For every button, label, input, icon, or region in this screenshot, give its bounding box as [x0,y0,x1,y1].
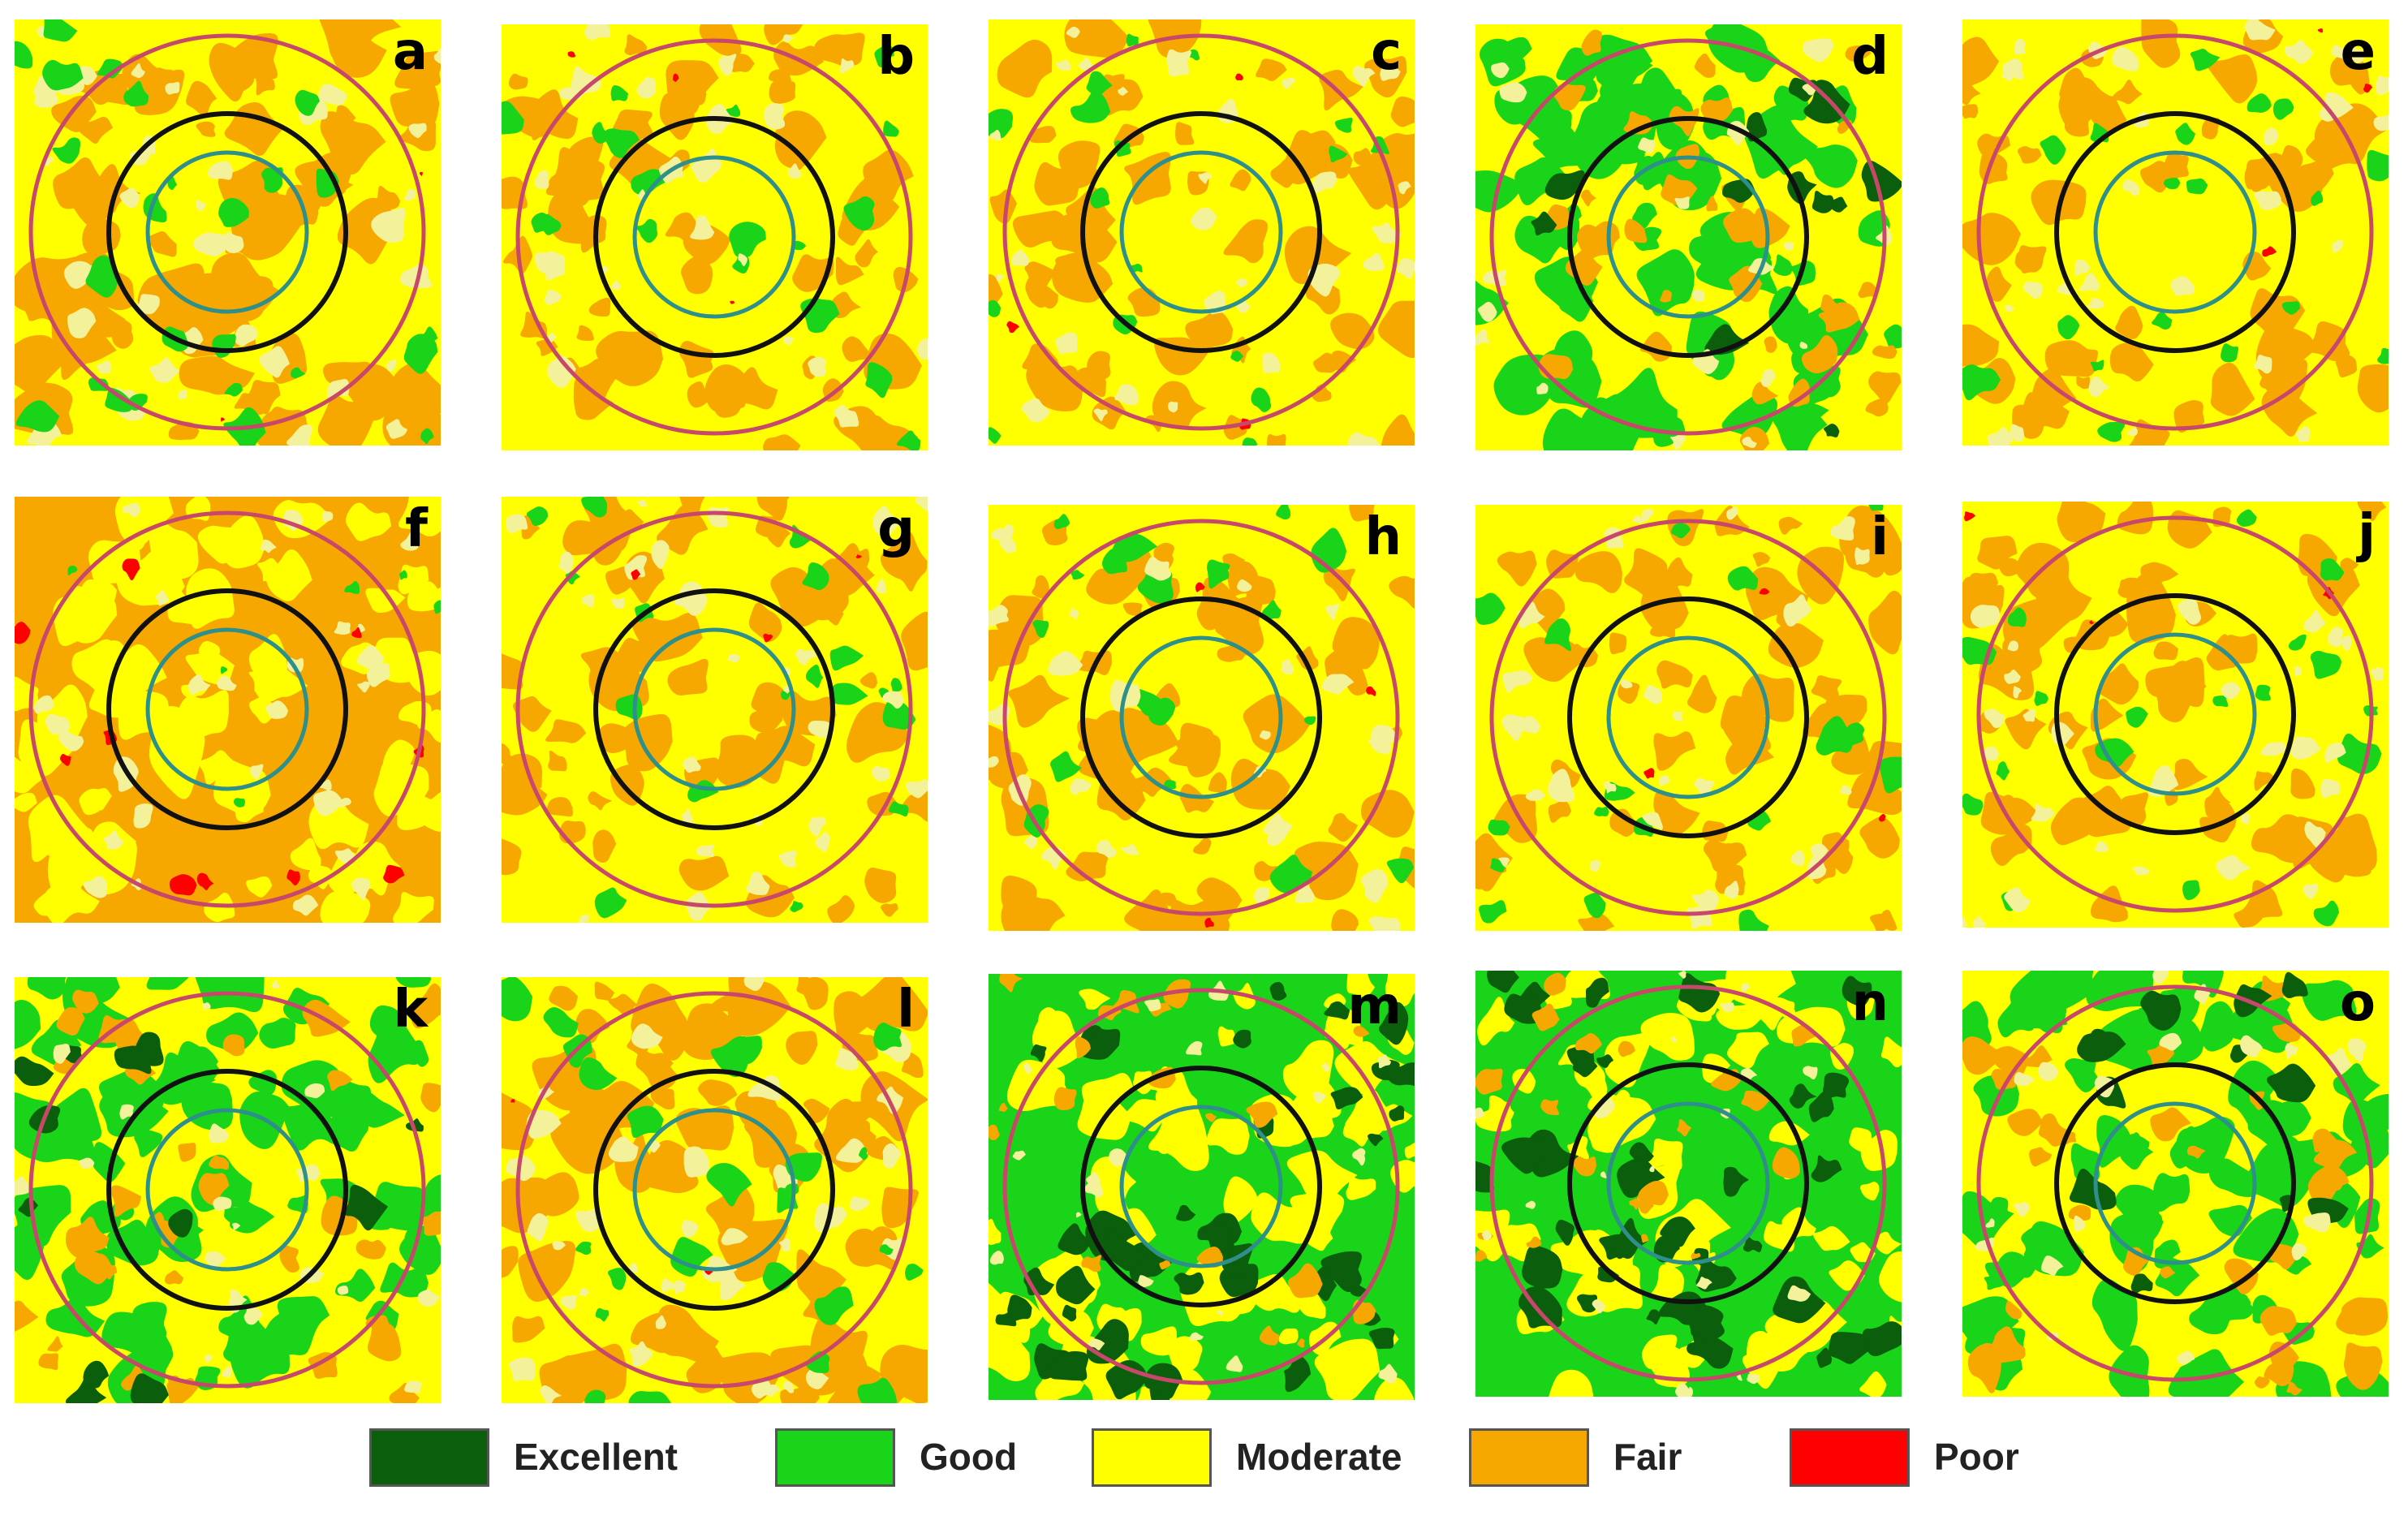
panel-label-k: k [393,980,428,1040]
suitability-map-h [989,505,1415,931]
map-panel-j: j [1962,502,2389,928]
map-panel-h: h [989,505,1415,931]
suitability-map-c [989,19,1415,446]
legend-swatch-fair [1469,1428,1589,1487]
legend: Excellent Good Moderate Fair Poor [0,1425,2408,1498]
map-panel-k: k [15,977,441,1403]
panel-label-f: f [405,499,428,559]
panel-label-b: b [877,27,915,87]
legend-swatch-poor [1790,1428,1910,1487]
legend-label-moderate: Moderate [1236,1436,1402,1478]
panel-label-o: o [2340,973,2376,1033]
map-panel-b: b [502,24,928,450]
suitability-map-b [502,24,928,450]
legend-label-excellent: Excellent [514,1436,678,1478]
panel-label-j: j [2358,504,2376,564]
legend-label-fair: Fair [1613,1436,1682,1478]
panel-label-n: n [1851,973,1889,1033]
suitability-map-m [989,974,1415,1400]
panel-label-a: a [392,22,428,82]
map-panel-c: c [989,19,1415,446]
panel-label-d: d [1851,27,1889,87]
suitability-map-k [15,977,441,1403]
suitability-map-n [1475,971,1902,1397]
suitability-map-d [1475,24,1902,450]
map-panel-n: n [1475,971,1902,1397]
map-panel-i: i [1475,505,1902,931]
legend-swatch-good [775,1428,895,1487]
map-panel-a: a [15,19,441,446]
suitability-map-j [1962,502,2389,928]
suitability-map-f [15,497,441,923]
panel-label-g: g [877,499,915,559]
suitability-map-e [1962,19,2389,446]
panel-label-i: i [1871,507,1889,567]
panel-label-h: h [1364,507,1402,567]
panel-label-l: l [897,980,915,1040]
map-panel-g: g [502,497,928,923]
suitability-map-o [1962,971,2389,1397]
suitability-map-i [1475,505,1902,931]
suitability-map-g [502,497,928,923]
map-panel-d: d [1475,24,1902,450]
map-panel-m: m [989,974,1415,1400]
map-panel-o: o [1962,971,2389,1397]
legend-label-poor: Poor [1934,1436,2019,1478]
map-panel-f: f [15,497,441,923]
suitability-map-l [502,977,928,1403]
map-panel-e: e [1962,19,2389,446]
legend-swatch-moderate [1092,1428,1212,1487]
legend-swatch-excellent [369,1428,489,1487]
panel-label-c: c [1371,22,1402,82]
panel-label-e: e [2340,22,2376,82]
map-panel-l: l [502,977,928,1403]
panel-label-m: m [1347,976,1402,1036]
suitability-map-a [15,19,441,446]
legend-label-good: Good [920,1436,1018,1478]
